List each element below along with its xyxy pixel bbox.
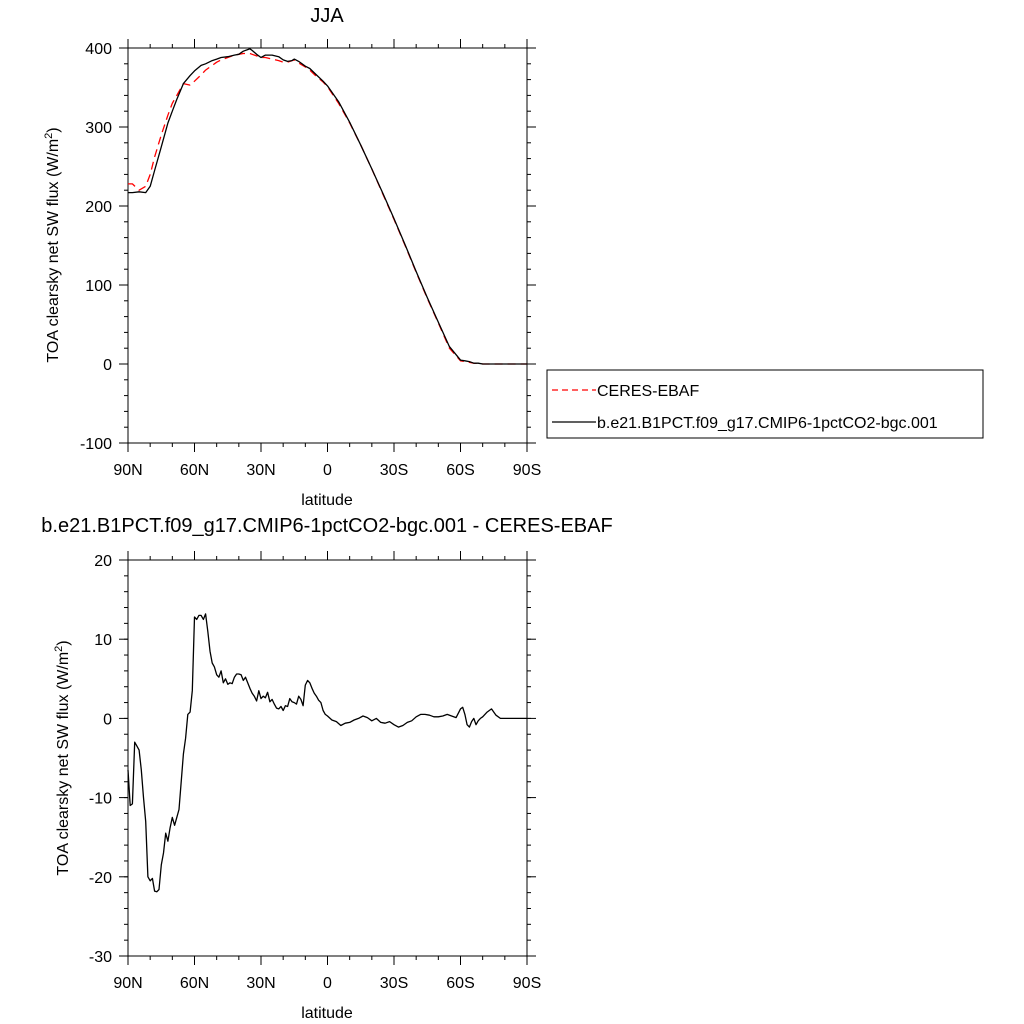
bottom-panel-ylabel-end: ) [55,640,72,645]
x-tick-label: 90S [513,462,541,479]
legend-label-ceres: CERES-EBAF [597,383,699,400]
top-panel-ylabel-sup: 2 [43,133,55,139]
series-line-ceres [128,52,527,365]
series-line-difference [127,613,527,893]
y-tick-label: 20 [94,553,112,570]
bottom-panel-ylabel-sup: 2 [53,646,65,652]
bottom-panel-xlabel: latitude [301,1005,353,1022]
legend-label-model: b.e21.B1PCT.f09_g17.CMIP6-1pctCO2-bgc.00… [597,415,938,432]
y-tick-label: -30 [89,949,112,966]
y-tick-label: -100 [80,436,112,453]
x-tick-label: 90N [113,462,142,479]
x-tick-label: 30S [380,462,408,479]
x-tick-label: 60S [446,462,474,479]
bottom-panel-title: b.e21.B1PCT.f09_g17.CMIP6-1pctCO2-bgc.00… [41,515,612,537]
top-panel: JJA 400 300 200 100 0 -100 90N 60N 30N 0 30S 60S 90… [43,5,984,509]
series-line-model [128,48,527,365]
legend-box [546,369,984,439]
y-tick-label: 100 [85,278,112,295]
y-tick-label: -10 [89,791,112,808]
x-tick-label: 30S [380,975,408,992]
x-tick-label: 0 [323,462,332,479]
bottom-panel-frame [127,559,528,957]
x-tick-label: 90N [113,975,142,992]
bottom-panel-ylabel: TOA clearsky net SW flux (W/m2) [53,640,72,875]
top-panel-title: JJA [310,5,344,27]
top-panel-xlabel: latitude [301,492,353,509]
top-panel-frame [127,47,528,444]
bottom-panel-ylabel-main: TOA clearsky net SW flux (W/m [55,652,72,876]
top-panel-ylabel: TOA clearsky net SW flux (W/m2) [43,127,62,362]
y-tick-label: -20 [89,870,112,887]
y-tick-label: 10 [94,632,112,649]
top-panel-ylabel-end: ) [45,127,62,132]
bottom-panel: b.e21.B1PCT.f09_g17.CMIP6-1pctCO2-bgc.00… [41,515,612,1022]
x-tick-label: 60S [446,975,474,992]
y-tick-label: 400 [85,41,112,58]
y-tick-label: 0 [103,357,112,374]
x-tick-label: 60N [180,975,209,992]
legend: CERES-EBAF b.e21.B1PCT.f09_g17.CMIP6-1pc… [546,369,984,439]
x-tick-label: 0 [323,975,332,992]
x-tick-label: 90S [513,975,541,992]
x-tick-label: 60N [180,462,209,479]
y-tick-label: 300 [85,120,112,137]
x-tick-label: 30N [246,462,275,479]
y-tick-label: 200 [85,199,112,216]
y-tick-label: 0 [103,711,112,728]
x-tick-label: 30N [246,975,275,992]
top-panel-ylabel-main: TOA clearsky net SW flux (W/m [45,139,62,363]
